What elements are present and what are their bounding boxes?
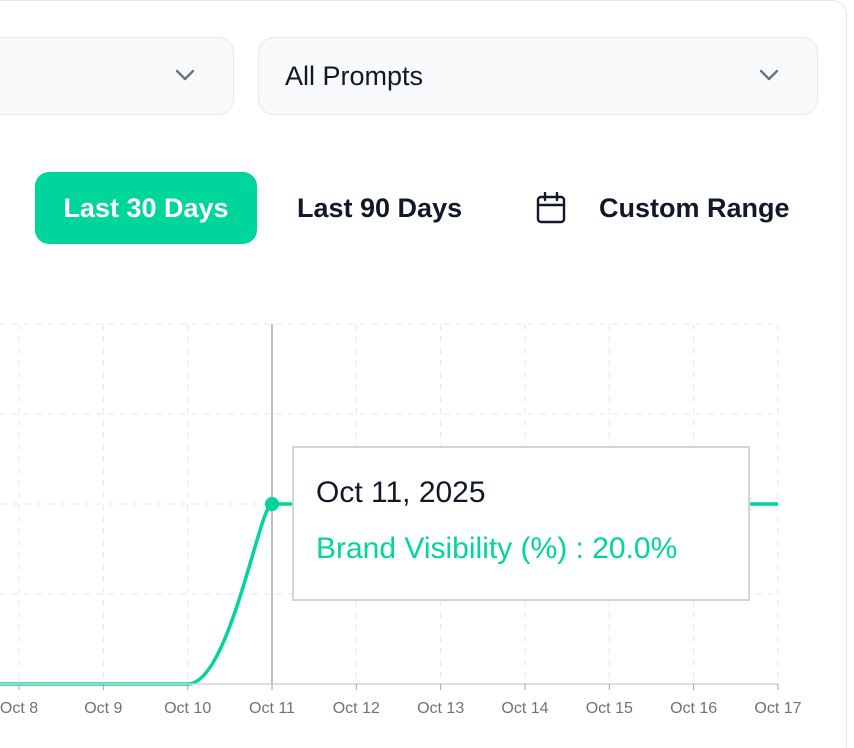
x-tick-label: Oct 14 — [501, 700, 548, 717]
custom-range-button[interactable]: Custom Range — [536, 172, 790, 244]
x-tick-label: Oct 13 — [417, 700, 464, 717]
tooltip-value: Brand Visibility (%) : 20.0% — [316, 532, 678, 565]
chevron-down-icon — [759, 69, 779, 81]
x-tick-label: Oct 11 — [249, 700, 295, 717]
chart-tooltip: Oct 11, 2025 Brand Visibility (%) : 20.0… — [292, 446, 750, 601]
chevron-down-icon — [175, 69, 195, 81]
filter-select[interactable] — [0, 37, 234, 115]
last-90-days-button[interactable]: Last 90 Days — [297, 192, 463, 223]
x-tick-label: Oct 16 — [670, 700, 717, 717]
tooltip-date: Oct 11, 2025 — [316, 476, 486, 509]
custom-range-label: Custom Range — [599, 192, 790, 223]
x-axis-ticks: Oct 8 Oct 9 Oct 10 Oct 11 Oct 12 Oct 13 Oct 14… — [0, 684, 802, 717]
x-tick-label: Oct 12 — [333, 700, 380, 717]
x-tick-label: Oct 17 — [754, 700, 801, 717]
prompts-select-value: All Prompts — [285, 60, 424, 91]
active-data-point — [264, 497, 279, 511]
x-tick-label: Oct 9 — [84, 700, 122, 717]
last-30-days-button[interactable]: Last 30 Days — [35, 172, 257, 244]
calendar-icon — [536, 192, 566, 224]
x-tick-label: Oct 15 — [586, 700, 633, 717]
prompts-select[interactable]: All Prompts — [258, 37, 818, 115]
x-tick-label: Oct 10 — [164, 700, 211, 717]
x-tick-label: Oct 8 — [0, 700, 38, 717]
